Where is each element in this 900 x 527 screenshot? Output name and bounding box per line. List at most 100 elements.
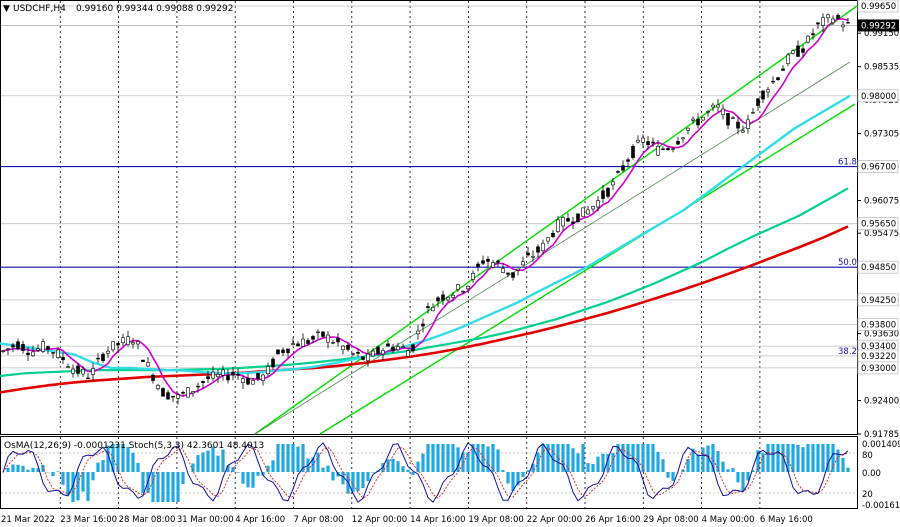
candle-body	[251, 379, 255, 385]
osma-bar	[576, 453, 580, 472]
oscillator-title: OsMA(12,26,9) -0.0001231 Stoch(5,3,3) 42…	[4, 441, 264, 451]
candle-body	[541, 242, 545, 251]
osma-bar	[611, 452, 615, 472]
candle-body	[96, 357, 100, 360]
osc-axis-label: 0.00	[862, 469, 881, 479]
level-label: 0.95650	[861, 220, 896, 230]
fibo-label: 50.0	[838, 258, 857, 268]
candle-body	[456, 284, 460, 290]
osma-bar	[836, 449, 840, 472]
candle-body	[226, 375, 230, 381]
osma-bar	[181, 472, 185, 484]
candle-body	[591, 206, 595, 210]
osma-bar	[706, 445, 710, 472]
osma-bar	[551, 444, 555, 472]
osma-bar	[461, 452, 465, 472]
candle-body	[796, 45, 800, 57]
candle-body	[726, 113, 730, 126]
price-tick-label: 0.91785	[864, 430, 899, 440]
ma-cyan-line	[0, 94, 851, 375]
candle-body	[501, 268, 505, 274]
candle-body	[696, 118, 700, 126]
price-axis: 0.991500.985350.979200.973050.966900.960…	[857, 0, 899, 440]
candle-body	[561, 217, 565, 227]
candle-body	[811, 33, 815, 36]
osma-bar	[231, 467, 235, 472]
osc-axis-label: -0.0016183	[862, 501, 900, 511]
candle-body	[306, 340, 310, 344]
candle-body	[161, 388, 165, 397]
candle-body	[106, 350, 110, 354]
candle-body	[336, 338, 340, 343]
osma-bar	[276, 444, 280, 472]
osma-bar	[151, 472, 155, 502]
osma-bar	[26, 469, 30, 472]
osma-bar	[171, 472, 175, 502]
osma-bar	[591, 464, 595, 472]
osma-bar	[616, 444, 620, 472]
candle-body	[426, 306, 430, 308]
osma-bar	[401, 466, 405, 472]
osma-bar	[176, 472, 180, 502]
marked-levels	[1, 5, 857, 369]
candle-body	[841, 24, 845, 28]
candle-body	[746, 119, 750, 129]
candle-body	[101, 353, 105, 361]
candle-body	[451, 294, 455, 298]
osma-bar	[321, 467, 325, 472]
osma-bar	[101, 460, 105, 472]
osma-bar	[286, 444, 290, 472]
osma-bar	[466, 452, 470, 472]
osma-bar	[36, 468, 40, 472]
time-tick-label: 14 Apr 16:00	[410, 515, 465, 525]
candle-body	[791, 50, 795, 54]
candle-body	[351, 353, 355, 355]
candle-body	[46, 346, 50, 350]
osma-bar	[411, 472, 415, 476]
osma-bar	[166, 472, 170, 502]
candle-body	[71, 368, 75, 374]
candle-body	[536, 246, 540, 253]
level-label: 0.94850	[861, 263, 896, 273]
osma-bar	[251, 472, 255, 488]
candle-body	[476, 263, 480, 267]
candle-body	[216, 373, 220, 378]
osma-bar	[731, 468, 735, 472]
level-label-box	[857, 0, 899, 13]
candle-body	[461, 290, 465, 293]
osma-bar	[486, 446, 490, 472]
osma-bar	[211, 446, 215, 472]
candle-body	[396, 346, 400, 351]
time-axis: 21 Mar 2022 23 Mar 16:00 28 Mar 08:00 31 Ma…	[1, 515, 813, 525]
osma-bar	[646, 444, 650, 472]
candle-body	[671, 148, 675, 150]
osma-bar	[326, 465, 330, 472]
candle-body	[551, 232, 555, 238]
osma-bar	[671, 472, 675, 481]
osma-bar	[316, 452, 320, 472]
osma-bar	[761, 452, 765, 472]
osma-bar	[746, 472, 750, 481]
osma-bar	[266, 465, 270, 472]
candle-body	[21, 344, 25, 351]
osma-bar	[86, 472, 90, 502]
level-label: 0.94250	[861, 296, 896, 306]
osma-bar	[556, 444, 560, 472]
osma-bar	[361, 472, 365, 489]
time-tick-label: 4 May 00:00	[702, 515, 755, 525]
osma-bar	[136, 462, 140, 472]
candle-body	[446, 296, 450, 301]
candle-body	[581, 207, 585, 217]
moving-averages	[0, 17, 851, 397]
candle-body	[121, 337, 125, 343]
level-label: 0.98000	[861, 92, 896, 102]
osma-bar	[371, 472, 375, 473]
osma-bar	[661, 459, 665, 472]
osma-bar	[561, 444, 565, 472]
candle-body	[716, 104, 720, 108]
candle-body	[166, 392, 170, 400]
candle-body	[731, 117, 735, 119]
fibo-label: 38.2	[838, 347, 857, 357]
candle-body	[616, 171, 620, 173]
